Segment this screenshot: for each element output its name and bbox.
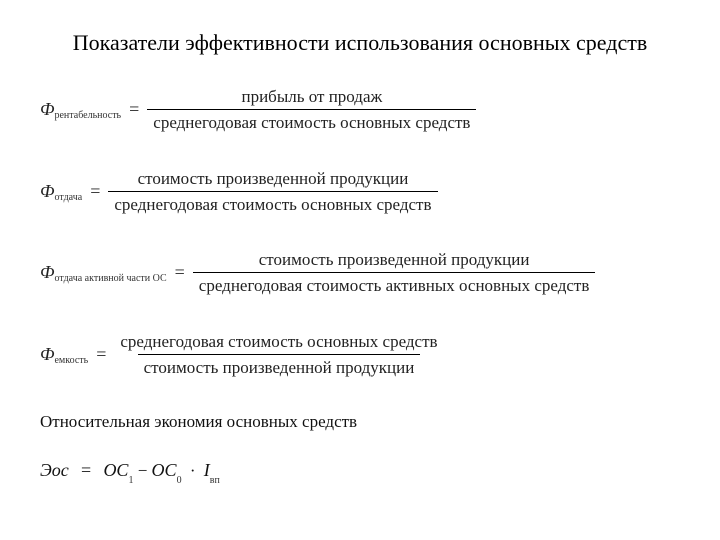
econ-lhs: Эос	[40, 460, 69, 480]
equals-sign: =	[96, 344, 106, 365]
term: I	[204, 460, 210, 480]
formula-lhs: Ф отдача	[40, 181, 82, 202]
term-subscript: 1	[128, 475, 133, 486]
fraction-numerator: прибыль от продаж	[235, 86, 388, 109]
equals-sign: =	[129, 99, 139, 120]
formula-subscript: отдача активной части ОС	[54, 273, 166, 284]
fraction: стоимость произведенной продукции средне…	[108, 168, 437, 216]
fraction-denominator: среднегодовая стоимость активных основны…	[193, 272, 596, 296]
fraction: стоимость произведенной продукции средне…	[193, 249, 596, 297]
formula-lhs: Ф отдача активной части ОС	[40, 262, 167, 283]
formula-subscript: рентабельность	[54, 110, 121, 121]
term: ОС	[103, 460, 128, 480]
fraction: среднегодовая стоимость основных средств…	[114, 331, 443, 379]
formula-row: Ф емкость = среднегодовая стоимость осно…	[40, 331, 680, 379]
economy-formula: Эос = ОС1 − ОС0 · Iвп	[40, 460, 680, 483]
formula-row: Ф отдача активной части ОС = стоимость п…	[40, 249, 680, 297]
minus-sign: −	[138, 461, 148, 480]
formula-symbol: Ф	[40, 99, 54, 120]
formula-symbol: Ф	[40, 262, 54, 283]
dot-operator: ·	[186, 461, 200, 480]
term-subscript: 0	[177, 475, 182, 486]
fraction-denominator: стоимость произведенной продукции	[138, 354, 421, 378]
formula-lhs: Ф емкость	[40, 344, 88, 365]
formula-lhs: Ф рентабельность	[40, 99, 121, 120]
fraction-numerator: среднегодовая стоимость основных средств	[114, 331, 443, 354]
formula-subscript: емкость	[54, 355, 88, 366]
formula-subscript: отдача	[54, 192, 82, 203]
formula-row: Ф рентабельность = прибыль от продаж сре…	[40, 86, 680, 134]
term-subscript: вп	[210, 475, 220, 486]
fraction-numerator: стоимость произведенной продукции	[132, 168, 415, 191]
formula-row: Ф отдача = стоимость произведенной проду…	[40, 168, 680, 216]
equals-sign: =	[175, 262, 185, 283]
fraction: прибыль от продаж среднегодовая стоимост…	[147, 86, 476, 134]
page: Показатели эффективности использования о…	[0, 0, 720, 503]
fraction-denominator: среднегодовая стоимость основных средств	[108, 191, 437, 215]
economy-label: Относительная экономия основных средств	[40, 412, 680, 432]
fraction-denominator: среднегодовая стоимость основных средств	[147, 109, 476, 133]
equals-sign: =	[81, 460, 91, 480]
fraction-numerator: стоимость произведенной продукции	[253, 249, 536, 272]
formula-symbol: Ф	[40, 344, 54, 365]
equals-sign: =	[90, 181, 100, 202]
page-title: Показатели эффективности использования о…	[40, 30, 680, 56]
formula-symbol: Ф	[40, 181, 54, 202]
term: ОС	[152, 460, 177, 480]
